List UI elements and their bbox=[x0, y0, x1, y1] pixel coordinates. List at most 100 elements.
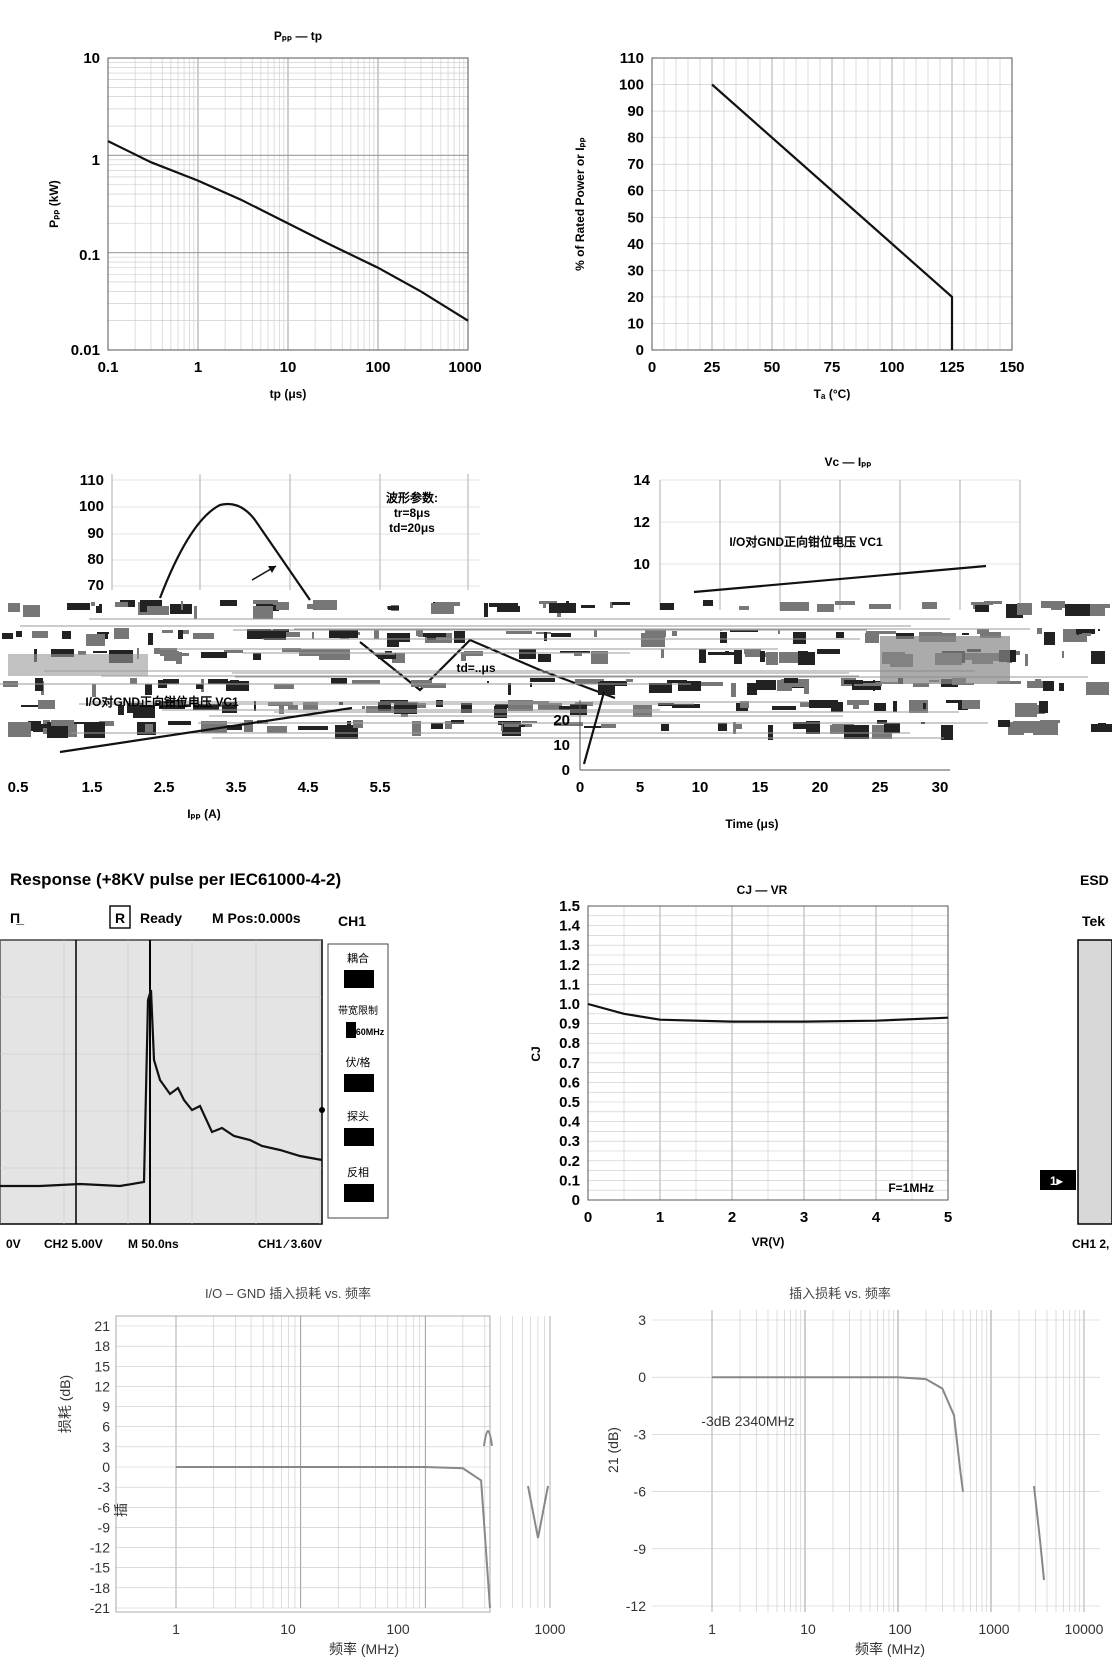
td-label: td=..μs bbox=[456, 661, 495, 675]
y-axis-label: % of Rated Power or Iₚₚ bbox=[573, 137, 587, 271]
noise-mark bbox=[279, 703, 284, 714]
noise-mark bbox=[780, 602, 809, 611]
fragment-title: ESD bbox=[1080, 872, 1109, 888]
waveform-params-2: tr=8μs bbox=[394, 506, 431, 520]
y-axis-label: Pₚₚ (kW) bbox=[47, 180, 61, 228]
y-tick-label: 0.8 bbox=[559, 1035, 580, 1052]
y-tick-label: -6 bbox=[634, 1484, 647, 1500]
noise-mark bbox=[28, 721, 41, 731]
grid bbox=[107, 57, 469, 351]
noise-mark bbox=[536, 632, 551, 634]
menu-value-box bbox=[344, 970, 374, 988]
x-tick-label: 5 bbox=[636, 779, 644, 796]
noise-mark bbox=[725, 651, 729, 653]
noise-mark bbox=[183, 630, 189, 634]
noise-mark bbox=[67, 603, 90, 610]
y-tick-label: 0.1 bbox=[559, 1172, 580, 1189]
noise-mark bbox=[84, 722, 105, 738]
menu-bandwidth: 带宽限制 bbox=[338, 1004, 378, 1017]
fragment-footer: CH1 2, bbox=[1072, 1237, 1109, 1251]
scope-footer-time: M 50.0ns bbox=[128, 1237, 179, 1251]
noise-mark bbox=[196, 684, 203, 689]
grid bbox=[116, 1316, 551, 1609]
series-line bbox=[587, 1002, 949, 1023]
noise-mark bbox=[159, 701, 167, 709]
y-tick-label: -21 bbox=[90, 1600, 110, 1616]
noise-mark bbox=[626, 679, 633, 682]
y-tick-label: 0.6 bbox=[559, 1074, 580, 1091]
y-tick-labels: 0 0.1 0.2 0.3 0.4 0.5 0.6 0.7 0.8 0.9 1.0 1.1 1.2 1.3… bbox=[559, 898, 581, 1209]
x-tick-label: 10 bbox=[800, 1621, 816, 1637]
channel-label: CH1 bbox=[338, 913, 366, 929]
menu-value-box bbox=[346, 1022, 356, 1038]
noise-mark bbox=[178, 630, 183, 639]
noise-mark bbox=[1090, 604, 1110, 608]
noise-mark bbox=[298, 726, 328, 730]
noise-mark bbox=[445, 721, 452, 729]
noise-mark bbox=[718, 723, 727, 731]
noise-mark bbox=[984, 601, 1002, 604]
noise-mark bbox=[869, 604, 891, 609]
noise-mark bbox=[772, 706, 796, 710]
noise-mark bbox=[1039, 701, 1048, 713]
x-axis-label: Iₚₚ (A) bbox=[187, 807, 221, 821]
x-tick-label: 75 bbox=[824, 359, 841, 376]
y-tick-label: 14 bbox=[633, 472, 650, 489]
noise-mark bbox=[133, 705, 155, 718]
y-tick-label: 110 bbox=[620, 50, 644, 67]
noise-mark bbox=[962, 633, 969, 635]
y-axis-label-fragment: 插 bbox=[113, 1503, 129, 1517]
pulse-tail bbox=[359, 638, 616, 700]
noise-mark bbox=[392, 653, 405, 663]
x-axis-label: 频率 (MHz) bbox=[329, 1641, 399, 1657]
noise-mark bbox=[37, 724, 55, 728]
x-tick-label: 30 bbox=[932, 779, 949, 796]
x-tick-labels: 0 25 50 75 100 125 150 bbox=[648, 359, 1025, 376]
noise-mark bbox=[522, 721, 537, 723]
y-tick-label: -6 bbox=[98, 1499, 111, 1515]
y-tick-label: 0.3 bbox=[559, 1133, 580, 1150]
x-tick-label: 10 bbox=[280, 1621, 296, 1637]
noise-mark bbox=[581, 605, 595, 608]
y-tick-label: 20 bbox=[553, 712, 570, 729]
noise-mark bbox=[23, 605, 40, 617]
y-tick-labels: 0 10 20 30 40 50 60 70 80 90 100 110 bbox=[619, 50, 644, 359]
y-tick-label: -12 bbox=[626, 1598, 646, 1614]
noise-mark bbox=[93, 651, 107, 653]
noise-mark bbox=[806, 721, 820, 734]
noise-mark bbox=[720, 632, 727, 643]
noise-mark bbox=[220, 600, 237, 606]
noise-mark bbox=[598, 682, 615, 695]
chart-insertion-loss: 插入损耗 vs. 频率 3 0 -3 -6 -9 -12 1 10 100 1000 10… bbox=[605, 1286, 1104, 1657]
y-tick-label: 1.3 bbox=[559, 937, 580, 954]
noise-mark bbox=[699, 649, 706, 663]
x-tick-label: 10 bbox=[280, 359, 297, 376]
noise-block bbox=[880, 636, 1010, 684]
y-tick-label: 1.1 bbox=[559, 976, 580, 993]
scope-footer-ch1: 0V bbox=[6, 1237, 21, 1251]
y-tick-label: -3 bbox=[98, 1479, 111, 1495]
noise-mark bbox=[798, 651, 808, 665]
noise-mark bbox=[331, 678, 347, 684]
noise-mark bbox=[980, 632, 1001, 638]
frequency-note: F=1MHz bbox=[888, 1181, 934, 1195]
y-tick-label: 80 bbox=[87, 551, 104, 568]
noise-mark bbox=[865, 633, 879, 643]
menu-invert: 反相 bbox=[347, 1166, 369, 1179]
noise-mark bbox=[779, 652, 803, 663]
noise-mark bbox=[335, 725, 358, 739]
y-tick-label: 100 bbox=[619, 77, 644, 94]
x-tick-label: 4 bbox=[872, 1209, 881, 1226]
noise-mark bbox=[103, 632, 109, 634]
noise-mark bbox=[591, 651, 608, 664]
pulse-curve bbox=[158, 502, 311, 601]
x-axis-label: VR(V) bbox=[752, 1235, 785, 1249]
clamp-voltage-label: I/O对GND正向钳位电压 VC1 bbox=[729, 534, 883, 549]
run-status-box bbox=[109, 905, 131, 929]
y-tick-label: -12 bbox=[90, 1540, 110, 1556]
noise-mark bbox=[844, 680, 863, 684]
noise-mark bbox=[804, 683, 809, 694]
y-tick-label: 12 bbox=[633, 514, 650, 531]
noise-mark bbox=[551, 633, 571, 637]
